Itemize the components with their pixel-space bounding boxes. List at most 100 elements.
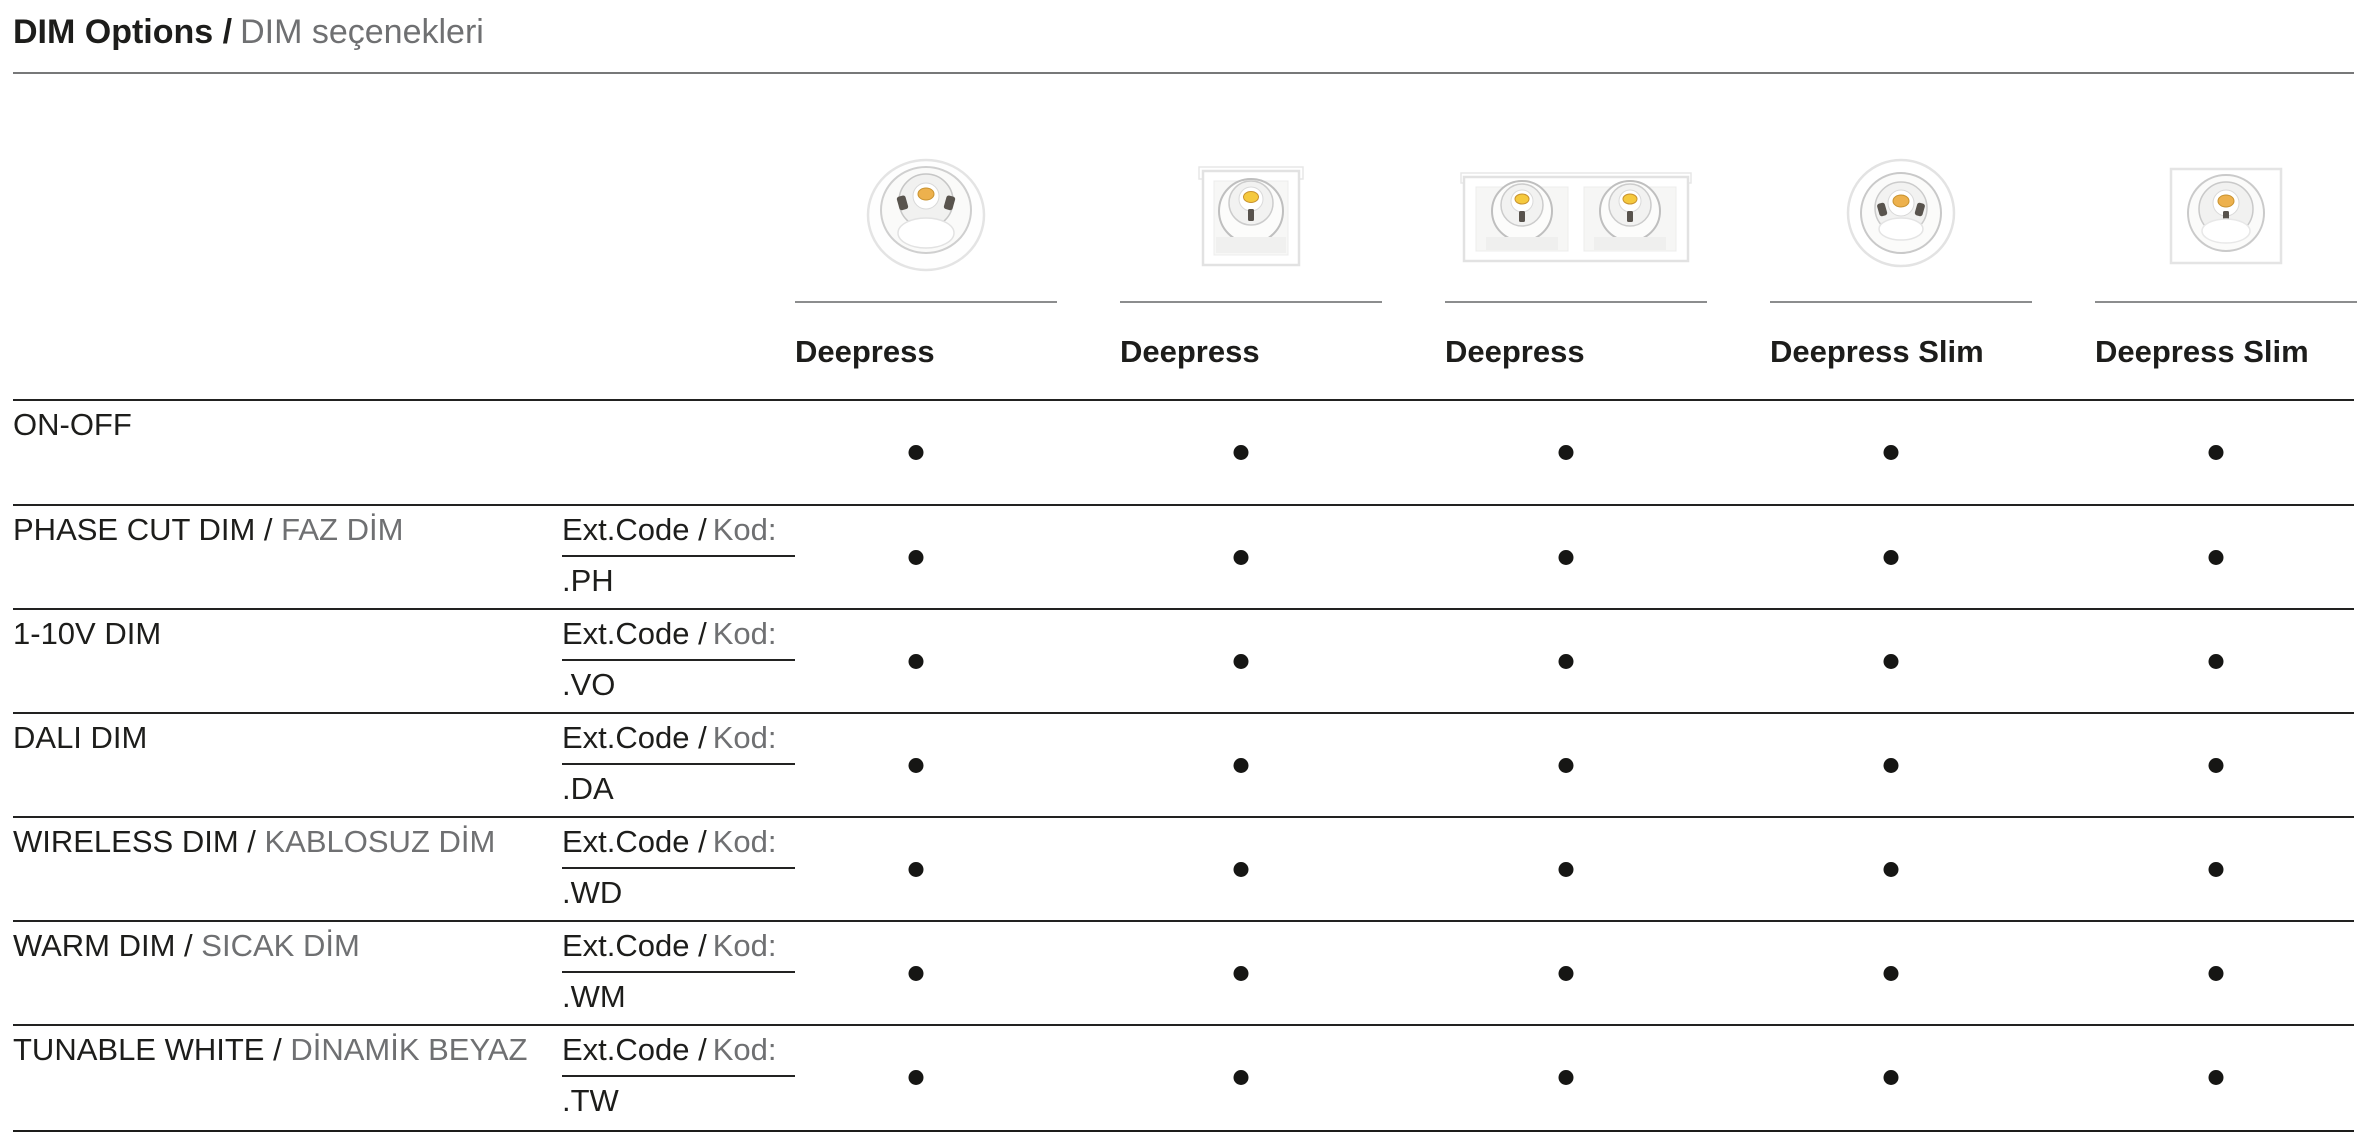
availability-dots	[13, 922, 2354, 1024]
ext-code-value: .DA	[562, 771, 614, 806]
square-downlight-icon	[1198, 165, 1304, 266]
availability-dots	[13, 818, 2354, 920]
availability-dot	[908, 862, 924, 877]
ext-code-value: .WD	[562, 875, 623, 910]
round-slim-downlight-image	[1770, 135, 2032, 300]
column-divider	[1770, 301, 2032, 303]
ext-code-value: .WM	[562, 979, 626, 1014]
page-title-secondary: DIM seçenekleri	[240, 13, 484, 51]
row-label-primary: TUNABLE WHITE /	[13, 1032, 282, 1067]
row-label: TUNABLE WHITE / DİNAMİK BEYAZ	[13, 1030, 527, 1070]
availability-dot	[1883, 445, 1899, 460]
availability-dot	[1233, 1070, 1249, 1085]
row-label-secondary: SICAK DİM	[201, 928, 360, 963]
column-divider	[795, 301, 1057, 303]
table-row-1-10v-dim: 1-10V DIM Ext.Code / Kod: .VO	[13, 608, 2354, 712]
availability-dot	[1883, 1070, 1899, 1085]
page-title-primary: DIM Options /	[13, 13, 233, 51]
column-divider	[1445, 301, 1707, 303]
ext-code-divider	[562, 971, 795, 973]
table-row-tunable-white: TUNABLE WHITE / DİNAMİK BEYAZ Ext.Code /…	[13, 1024, 2354, 1130]
availability-dot	[1558, 1070, 1574, 1085]
ext-code-divider	[562, 867, 795, 869]
square-downlight-image	[1120, 135, 1382, 300]
availability-dots	[13, 610, 2354, 712]
availability-dot	[2208, 758, 2224, 773]
ext-code-label: Ext.Code / Kod:	[562, 928, 777, 963]
double-square-downlight-icon	[1460, 171, 1692, 262]
availability-dot	[908, 758, 924, 773]
row-label-secondary: KABLOSUZ DİM	[264, 824, 496, 859]
ext-code-divider	[562, 763, 795, 765]
availability-dot	[1233, 758, 1249, 773]
availability-dot	[908, 1070, 924, 1085]
row-label-primary: 1-10V DIM	[13, 616, 162, 651]
row-label: WIRELESS DIM / KABLOSUZ DİM	[13, 822, 495, 862]
column-divider	[2095, 301, 2357, 303]
availability-dot	[1558, 966, 1574, 981]
table-row-on-off: ON-OFF	[13, 399, 2354, 504]
table-row-warm-dim: WARM DIM / SICAK DİM Ext.Code / Kod: .WM	[13, 920, 2354, 1024]
row-label-primary: ON-OFF	[13, 407, 132, 442]
ext-code-value: .PH	[562, 563, 614, 598]
availability-dot	[1883, 654, 1899, 669]
availability-dot	[1233, 654, 1249, 669]
availability-dot	[2208, 445, 2224, 460]
availability-dot	[908, 654, 924, 669]
availability-dot	[908, 550, 924, 565]
page-title: DIM Options / DIM seçenekleri	[13, 10, 484, 54]
availability-dot	[2208, 1070, 2224, 1085]
ext-code-divider	[562, 1075, 795, 1077]
availability-dot	[1558, 550, 1574, 565]
table-row-dali-dim: DALI DIM Ext.Code / Kod: .DA	[13, 712, 2354, 816]
availability-dot	[1558, 445, 1574, 460]
row-label: 1-10V DIM	[13, 614, 161, 654]
row-label: DALI DIM	[13, 718, 147, 758]
column-header: Deepress	[1120, 334, 1260, 369]
availability-dot	[2208, 966, 2224, 981]
ext-code-divider	[562, 555, 795, 557]
availability-dot	[1883, 966, 1899, 981]
ext-code-label: Ext.Code / Kod:	[562, 512, 777, 547]
ext-code-label: Ext.Code / Kod:	[562, 1032, 777, 1067]
round-downlight-image	[795, 135, 1057, 300]
square-slim-downlight-image	[2095, 135, 2357, 300]
row-label: ON-OFF	[13, 405, 132, 445]
availability-dot	[1883, 862, 1899, 877]
availability-dot	[2208, 550, 2224, 565]
title-divider	[13, 72, 2354, 74]
availability-dots	[13, 714, 2354, 816]
row-label-primary: DALI DIM	[13, 720, 148, 755]
availability-dot	[1233, 445, 1249, 460]
round-downlight-icon	[866, 158, 986, 271]
availability-dot	[908, 966, 924, 981]
row-label-primary: PHASE CUT DIM /	[13, 512, 273, 547]
ext-code-label: Ext.Code / Kod:	[562, 824, 777, 859]
availability-dot	[2208, 654, 2224, 669]
availability-dot	[1883, 758, 1899, 773]
availability-dots	[13, 1026, 2354, 1130]
row-label-secondary: DİNAMİK BEYAZ	[290, 1032, 528, 1067]
column-header: Deepress	[795, 334, 935, 369]
row-label-secondary: FAZ DİM	[281, 512, 404, 547]
availability-dot	[1883, 550, 1899, 565]
column-header: Deepress Slim	[1770, 334, 1984, 369]
availability-dot	[1233, 966, 1249, 981]
ext-code-value: .VO	[562, 667, 616, 702]
ext-code-label: Ext.Code / Kod:	[562, 616, 777, 651]
availability-dots	[13, 506, 2354, 608]
row-label-primary: WIRELESS DIM /	[13, 824, 256, 859]
availability-dot	[1558, 758, 1574, 773]
availability-dots	[13, 401, 2354, 504]
column-header: Deepress	[1445, 334, 1585, 369]
availability-dot	[1558, 654, 1574, 669]
availability-dot	[1233, 862, 1249, 877]
ext-code-label: Ext.Code / Kod:	[562, 720, 777, 755]
availability-dot	[1233, 550, 1249, 565]
column-header: Deepress Slim	[2095, 334, 2309, 369]
round-slim-downlight-icon	[1846, 158, 1956, 267]
table-row-phase-cut-dim: PHASE CUT DIM / FAZ DİM Ext.Code / Kod: .…	[13, 504, 2354, 608]
availability-dot	[1558, 862, 1574, 877]
column-divider	[1120, 301, 1382, 303]
